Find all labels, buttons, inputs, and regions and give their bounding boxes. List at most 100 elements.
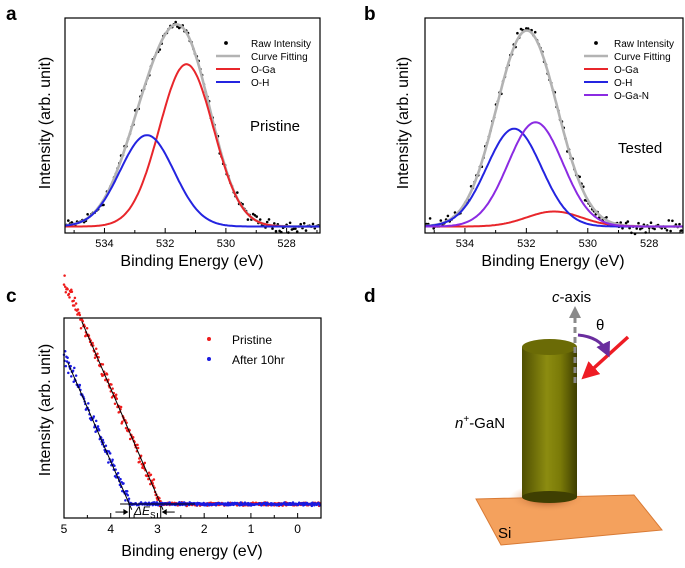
- point-pristine: [62, 283, 66, 286]
- x-tick-label-b: 530: [579, 238, 597, 250]
- raw-point-b: [680, 229, 683, 232]
- x-tick-label-b: 532: [517, 238, 535, 250]
- point-after: [111, 458, 114, 462]
- legend-label-oh-a: O-H: [251, 78, 269, 89]
- component-o-ga-n-b: [425, 121, 683, 228]
- raw-point-a: [67, 219, 70, 222]
- raw-point-a: [294, 227, 297, 230]
- point-pristine: [63, 285, 67, 288]
- point-after: [92, 415, 96, 418]
- raw-point-a: [271, 227, 274, 230]
- x-tick-label-b: 534: [456, 238, 474, 250]
- point-pristine: [94, 347, 98, 351]
- point-pristine: [96, 352, 99, 355]
- point-pristine: [66, 288, 69, 291]
- raw-point-a: [273, 222, 276, 225]
- raw-point-b: [432, 227, 436, 230]
- point-after: [124, 499, 127, 502]
- point-pristine: [73, 304, 76, 307]
- point-pristine: [72, 299, 75, 302]
- edge-fit-line-after: [67, 362, 133, 510]
- plot-area-b: [424, 27, 683, 236]
- raw-point-b: [439, 219, 443, 222]
- y-axis-label-a: Intensity (arb. unit): [37, 57, 54, 190]
- delta-arrowhead-right: [161, 509, 167, 516]
- point-pristine: [114, 393, 118, 396]
- point-pristine: [93, 356, 97, 359]
- x-ticks-a: 528 530 532 534: [73, 228, 318, 250]
- raw-point-b: [665, 229, 669, 232]
- x-tick-label-c: 5: [61, 522, 68, 536]
- point-pristine: [152, 478, 156, 481]
- x-axis-label-c: Binding energy (eV): [121, 543, 262, 560]
- raw-point-b: [637, 221, 640, 225]
- y-axis-label-c: Intensity (arb. unit): [37, 344, 54, 477]
- raw-point-b: [626, 220, 630, 223]
- point-after: [71, 369, 75, 372]
- point-pristine: [63, 274, 66, 277]
- nanorod-label: n+-GaN: [455, 414, 505, 432]
- legend-marker-pristine: [207, 337, 211, 341]
- raw-point-a: [274, 229, 278, 233]
- raw-point-a: [288, 221, 292, 225]
- raw-point-b: [635, 227, 638, 230]
- point-after: [93, 426, 96, 429]
- panel-c: c Intensity (arb. unit) 0 1 2 3 4 5 Binding e…: [6, 274, 322, 560]
- legend-label-oh-b: O-H: [614, 78, 632, 89]
- raw-point-a: [302, 222, 306, 225]
- point-after: [122, 482, 125, 485]
- raw-point-a: [86, 213, 89, 216]
- x-ticks-c: 0 1 2 3 4 5: [61, 513, 322, 536]
- legend-label-after: After 10hr: [232, 353, 285, 367]
- point-after: [74, 374, 78, 377]
- delta-es-annotation: ΔES: [133, 504, 155, 520]
- nanorod-body: [522, 347, 577, 497]
- raw-point-b: [516, 31, 519, 35]
- panel-d: d Si c-axis θ n+-GaN: [364, 286, 663, 546]
- raw-point-a: [174, 20, 177, 24]
- x-tick-label-b: 528: [640, 238, 658, 250]
- panel-letter-d: d: [364, 286, 376, 307]
- c-axis-label: c-axis: [552, 289, 591, 306]
- legend-a: Raw Intensity Curve Fitting O-Ga O-H: [216, 39, 311, 89]
- raw-point-a: [295, 230, 299, 233]
- plot-frame-c: [63, 317, 322, 519]
- raw-point-b: [428, 217, 432, 220]
- plot-area-a: [64, 20, 320, 234]
- point-pristine: [77, 311, 81, 315]
- raw-point-a: [299, 222, 303, 226]
- y-axis-label-b: Intensity (arb. unit): [395, 57, 412, 190]
- raw-point-a: [236, 191, 239, 194]
- plot-frame-b: [424, 17, 684, 234]
- point-pristine: [78, 313, 82, 317]
- raw-point-b: [526, 27, 530, 30]
- raw-point-b: [667, 219, 671, 222]
- point-pristine: [70, 290, 74, 293]
- raw-point-b: [649, 221, 653, 224]
- raw-point-a: [265, 220, 269, 224]
- raw-point-b: [446, 214, 450, 218]
- point-pristine: [131, 435, 135, 439]
- raw-point-a: [258, 218, 262, 221]
- point-after: [104, 444, 108, 447]
- raw-point-a: [255, 215, 258, 218]
- legend-label-oga-b: O-Ga: [614, 65, 639, 76]
- raw-point-a: [246, 218, 250, 221]
- legend-b: Raw Intensity Curve Fitting O-Ga O-H O-G…: [584, 39, 674, 102]
- legend-marker-after: [207, 357, 211, 361]
- point-after: [127, 497, 131, 501]
- point-pristine: [138, 457, 141, 460]
- raw-point-a: [267, 218, 271, 221]
- point-after: [113, 464, 116, 468]
- point-pristine: [124, 426, 128, 430]
- point-after: [64, 364, 68, 368]
- point-after: [108, 452, 112, 455]
- annotation-pristine-a: Pristine: [250, 118, 300, 135]
- raw-point-b: [669, 229, 672, 233]
- x-tick-label-a: 528: [277, 238, 295, 250]
- raw-point-a: [102, 203, 105, 207]
- point-pristine: [74, 302, 78, 305]
- point-after: [67, 371, 70, 375]
- legend-label-raw-b: Raw Intensity: [614, 39, 674, 50]
